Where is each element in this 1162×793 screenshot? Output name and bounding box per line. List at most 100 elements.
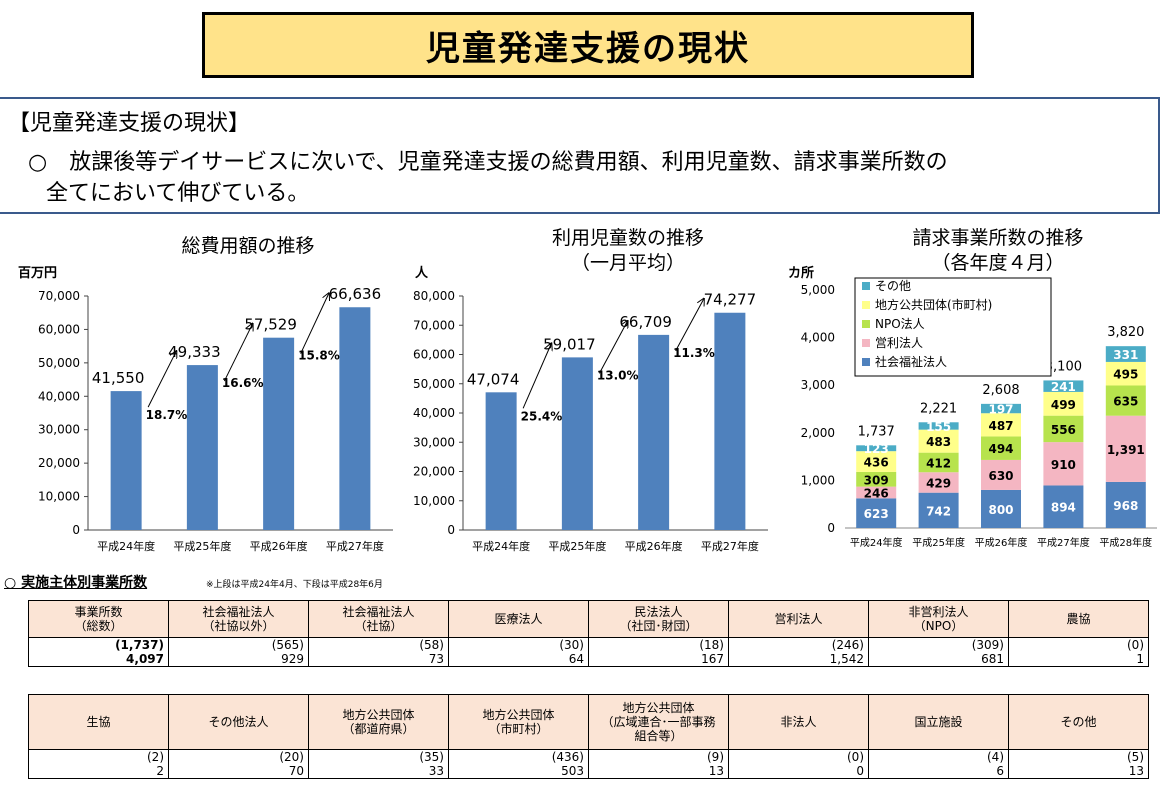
x-tick-label: 平成25年度 bbox=[912, 536, 965, 549]
value-cell: 33 bbox=[308, 764, 449, 779]
x-tick-label: 平成26年度 bbox=[250, 539, 308, 553]
stack-segment bbox=[981, 459, 1021, 490]
legend-label: NPO法人 bbox=[875, 317, 925, 331]
header-cell: 営利法人 bbox=[728, 600, 869, 638]
value-cell: 73 bbox=[308, 652, 449, 667]
section-title: ○ 実施主体別事業所数 bbox=[4, 575, 148, 591]
stack-segment bbox=[1105, 415, 1146, 482]
y-tick-label: 0 bbox=[72, 523, 80, 537]
value-label: 66,709 bbox=[619, 313, 672, 331]
segment-label: 742 bbox=[926, 504, 951, 518]
bar bbox=[263, 337, 295, 530]
growth-arrow bbox=[147, 351, 176, 408]
header-cell: 地方公共団体 （都道府県） bbox=[308, 694, 449, 750]
office-count-chart: 請求事業所数の推移 （各年度４月） カ所 0 1,000 2,000 3,000 4,000 5… bbox=[788, 227, 1157, 549]
value-cell: 4,097 bbox=[28, 652, 169, 667]
table-row-2016: 2 70 33 503 13 0 6 13 bbox=[28, 764, 1149, 779]
value-label: 41,550 bbox=[92, 369, 145, 387]
segment-label: 487 bbox=[988, 419, 1013, 433]
stack-segment bbox=[1043, 485, 1084, 528]
y-tick-label: 70,000 bbox=[38, 289, 80, 303]
x-tick-label: 平成27年度 bbox=[326, 539, 384, 553]
summary-box: 【児童発達支援の現状】 ○ 放課後等デイサービスに次いで、児童発達支援の総費用額… bbox=[0, 97, 1160, 214]
value-cell: 1,542 bbox=[728, 652, 869, 667]
total-label: 3,820 bbox=[1107, 325, 1144, 340]
stack-segment bbox=[856, 445, 897, 452]
bar bbox=[339, 307, 371, 530]
child-count-chart: 利用児童数の推移 （一月平均） 人 0 10,000 20,000 30,000 40,000… bbox=[413, 227, 768, 553]
bar bbox=[638, 334, 670, 530]
value-cell: 0 bbox=[728, 764, 869, 779]
stack-segment bbox=[918, 429, 959, 453]
legend-swatch bbox=[862, 358, 870, 366]
legend-box bbox=[854, 277, 1052, 377]
table-header-row: 生協 その他法人 地方公共団体 （都道府県） 地方公共団体 （市町村） 地方公共団体 （広域連… bbox=[28, 694, 1149, 750]
value-cell: 681 bbox=[868, 652, 1009, 667]
y-tick-label: 50,000 bbox=[413, 377, 455, 391]
y-tick-label: 0 bbox=[827, 521, 835, 535]
growth-label: 15.8% bbox=[298, 349, 340, 363]
stack-segment bbox=[1105, 481, 1146, 528]
segment-label: 968 bbox=[1113, 499, 1138, 513]
stack-segment bbox=[918, 452, 959, 473]
value-cell: (2) bbox=[28, 749, 169, 764]
x-tick-label: 平成25年度 bbox=[173, 539, 231, 553]
stack-segment bbox=[1105, 361, 1146, 386]
y-tick-label: 70,000 bbox=[413, 318, 455, 332]
y-tick-label: 0 bbox=[447, 523, 455, 537]
legend-swatch bbox=[862, 339, 870, 347]
total-label: 3,100 bbox=[1045, 359, 1082, 374]
legend-swatch bbox=[862, 320, 870, 328]
segment-label: 630 bbox=[988, 469, 1013, 483]
y-tick-label: 30,000 bbox=[413, 435, 455, 449]
header-cell: 民法法人 （社団･財団） bbox=[588, 600, 729, 638]
legend-label: 営利法人 bbox=[875, 336, 923, 350]
segment-label: 331 bbox=[1113, 348, 1138, 362]
value-cell: 13 bbox=[588, 764, 729, 779]
value-cell: (0) bbox=[1008, 637, 1149, 652]
value-cell: (30) bbox=[448, 637, 589, 652]
stack-segment bbox=[918, 492, 959, 528]
y-axis-unit: 百万円 bbox=[18, 266, 57, 281]
growth-arrow bbox=[598, 321, 627, 374]
segment-label: 894 bbox=[1051, 501, 1076, 515]
header-cell: 非法人 bbox=[728, 694, 869, 750]
segment-label: 499 bbox=[1051, 398, 1076, 412]
bar bbox=[485, 392, 517, 530]
y-tick-label: 20,000 bbox=[413, 465, 455, 479]
y-tick-label: 4,000 bbox=[801, 331, 835, 345]
legend-label: 地方公共団体(市町村) bbox=[875, 297, 992, 312]
value-cell: (9) bbox=[588, 749, 729, 764]
growth-arrow bbox=[675, 299, 704, 352]
growth-label: 11.3% bbox=[673, 346, 715, 360]
stack-segment bbox=[981, 436, 1021, 460]
chart-title: 請求事業所数の推移 bbox=[912, 227, 1083, 249]
total-label: 2,608 bbox=[982, 383, 1019, 398]
segment-label: 483 bbox=[926, 435, 951, 449]
header-cell: 社会福祉法人 （社協以外） bbox=[168, 600, 309, 638]
value-cell: (436) bbox=[448, 749, 589, 764]
value-cell: (18) bbox=[588, 637, 729, 652]
value-label: 49,333 bbox=[168, 343, 221, 361]
value-cell: (0) bbox=[728, 749, 869, 764]
y-tick-label: 30,000 bbox=[38, 423, 80, 437]
table-row-2012: (2) (20) (35) (436) (9) (0) (4) (5) bbox=[28, 749, 1149, 764]
legend-swatch bbox=[862, 282, 870, 290]
segment-label: 429 bbox=[926, 476, 951, 490]
value-label: 74,277 bbox=[704, 291, 757, 309]
value-cell: (246) bbox=[728, 637, 869, 652]
value-cell: 929 bbox=[168, 652, 309, 667]
y-tick-label: 80,000 bbox=[413, 289, 455, 303]
segment-label: 436 bbox=[864, 456, 889, 470]
value-cell: (58) bbox=[308, 637, 449, 652]
stack-segment bbox=[1043, 391, 1084, 416]
y-tick-label: 20,000 bbox=[38, 456, 80, 470]
value-cell: (35) bbox=[308, 749, 449, 764]
value-cell: 1 bbox=[1008, 652, 1149, 667]
y-axis-unit: カ所 bbox=[788, 265, 814, 281]
y-tick-label: 60,000 bbox=[38, 322, 80, 336]
header-cell: その他法人 bbox=[168, 694, 309, 750]
value-label: 47,074 bbox=[467, 370, 520, 388]
